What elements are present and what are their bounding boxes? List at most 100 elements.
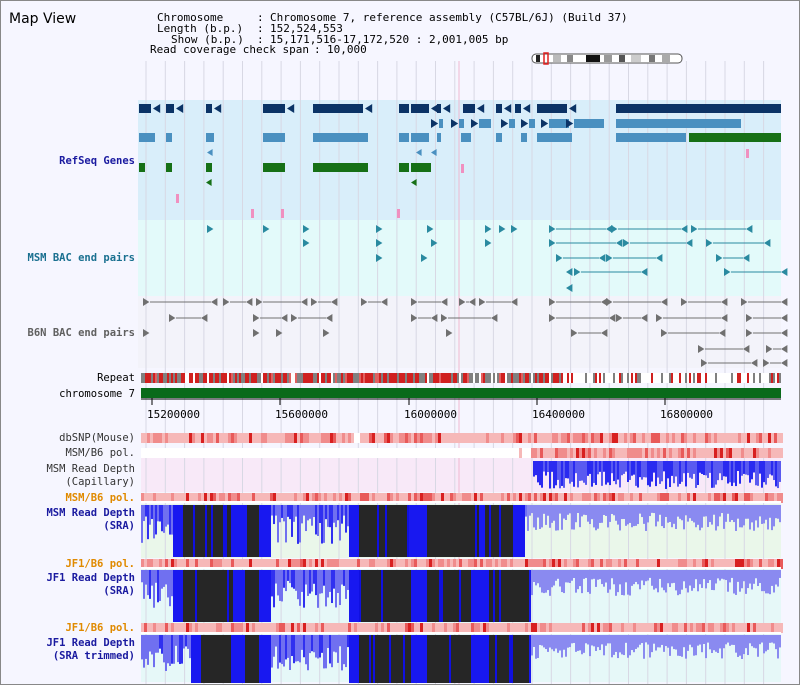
depth-bar: [335, 635, 337, 653]
heat-cell: [252, 448, 255, 458]
heat-cell: [567, 448, 570, 458]
depth-bar: [205, 505, 207, 557]
depth-bar: [411, 570, 413, 622]
heat-cell: [180, 559, 183, 569]
chromosome-bar: [141, 388, 781, 398]
heat-cell: [270, 433, 273, 443]
heat-cell: [303, 559, 306, 569]
depth-bar: [347, 570, 349, 590]
heat-cell: [438, 493, 441, 503]
depth-bar: [227, 635, 229, 683]
depth-bar: [669, 461, 671, 488]
repeat-segment: [197, 373, 199, 383]
track-label-b6n-bac[interactable]: B6N BAC end pairs: [27, 327, 135, 339]
depth-bar: [653, 635, 655, 644]
repeat-segment: [657, 373, 659, 383]
heat-cell: [450, 433, 453, 443]
heat-cell: [570, 433, 573, 443]
heat-cell: [525, 623, 528, 633]
heat-cell: [486, 623, 489, 633]
repeat-segment: [253, 373, 255, 383]
heat-cell: [759, 433, 762, 443]
repeat-segment: [433, 373, 435, 383]
heat-cell: [672, 559, 675, 569]
track-label-msm-b6-pol-2[interactable]: MSM/B6 pol.: [65, 492, 135, 504]
depth-bar: [267, 570, 269, 622]
depth-bar: [485, 505, 487, 557]
track-label-msm-depth-cap[interactable]: MSM Read Depth: [46, 463, 135, 475]
track-label-dbsnp[interactable]: dbSNP(Mouse): [59, 432, 135, 444]
heat-cell: [582, 493, 585, 503]
heat-cell: [498, 493, 501, 503]
gene-arrow: [459, 298, 466, 306]
depth-bar: [685, 505, 687, 516]
heat-cell: [423, 493, 426, 503]
depth-bar: [683, 570, 685, 582]
depth-bar: [605, 505, 607, 516]
heat-cell: [729, 559, 732, 569]
depth-bar: [391, 635, 393, 683]
gene-block: [313, 133, 368, 142]
heat-cell: [717, 493, 720, 503]
depth-bar: [715, 461, 717, 485]
repeat-segment: [155, 373, 157, 383]
heat-cell: [276, 448, 279, 458]
repeat-segment: [425, 373, 427, 383]
heat-cell: [729, 433, 732, 443]
track-label-jf1-depth-sra[interactable]: JF1 Read Depth: [46, 572, 135, 584]
depth-bar: [683, 635, 685, 648]
heat-cell: [360, 493, 363, 503]
depth-bar: [235, 505, 237, 557]
repeat-segment: [355, 373, 357, 383]
track-label-jf1-b6-pol-1[interactable]: JF1/B6 pol.: [65, 558, 135, 570]
heat-cell: [372, 559, 375, 569]
ideogram-band: [619, 55, 625, 62]
heat-cell: [726, 493, 729, 503]
depth-bar: [713, 505, 715, 515]
track-label-refseq[interactable]: RefSeq Genes: [59, 155, 135, 167]
depth-bar: [169, 505, 171, 535]
track-label-msm-b6-pol-1[interactable]: MSM/B6 pol.: [65, 447, 135, 459]
heat-cell: [732, 448, 735, 458]
heat-cell: [594, 559, 597, 569]
track-label-jf1-depth-trim[interactable]: JF1 Read Depth: [46, 637, 135, 649]
heat-cell: [273, 493, 276, 503]
heat-cell: [174, 623, 177, 633]
heat-cell: [561, 559, 564, 569]
heat-cell: [486, 433, 489, 443]
depth-bar: [771, 635, 773, 643]
heat-cell: [675, 493, 678, 503]
track-label-jf1-b6-pol-2[interactable]: JF1/B6 pol.: [65, 622, 135, 634]
depth-bar: [451, 505, 453, 557]
depth-bar: [761, 505, 763, 524]
heat-cell: [150, 433, 153, 443]
heat-cell: [564, 559, 567, 569]
depth-bar: [709, 505, 711, 523]
track-label-msm-bac[interactable]: MSM BAC end pairs: [27, 252, 135, 264]
depth-bar: [199, 635, 201, 683]
heat-cell: [240, 448, 243, 458]
repeat-segment: [363, 373, 365, 383]
heat-cell: [531, 559, 534, 569]
depth-bar: [547, 505, 549, 516]
depth-bar: [719, 505, 721, 517]
depth-bar: [151, 505, 153, 520]
heat-cell: [711, 623, 714, 633]
track-label-msm-depth-sra[interactable]: MSM Read Depth: [46, 507, 135, 519]
heat-cell: [585, 493, 588, 503]
track-label-jf1-depth-trim-sub: (SRA trimmed): [52, 650, 135, 662]
track-label-repeat[interactable]: Repeat: [97, 372, 135, 384]
ideogram-band: [586, 55, 600, 62]
heat-cell: [246, 623, 249, 633]
heat-cell: [456, 493, 459, 503]
heat-cell: [612, 433, 615, 443]
depth-bar: [587, 570, 589, 593]
depth-bar: [625, 570, 627, 583]
depth-bar: [735, 635, 737, 653]
depth-bar: [199, 505, 201, 557]
depth-bar: [609, 570, 611, 590]
heat-cell: [162, 433, 165, 443]
heat-cell: [333, 493, 336, 503]
gene-arrow: [411, 179, 417, 186]
